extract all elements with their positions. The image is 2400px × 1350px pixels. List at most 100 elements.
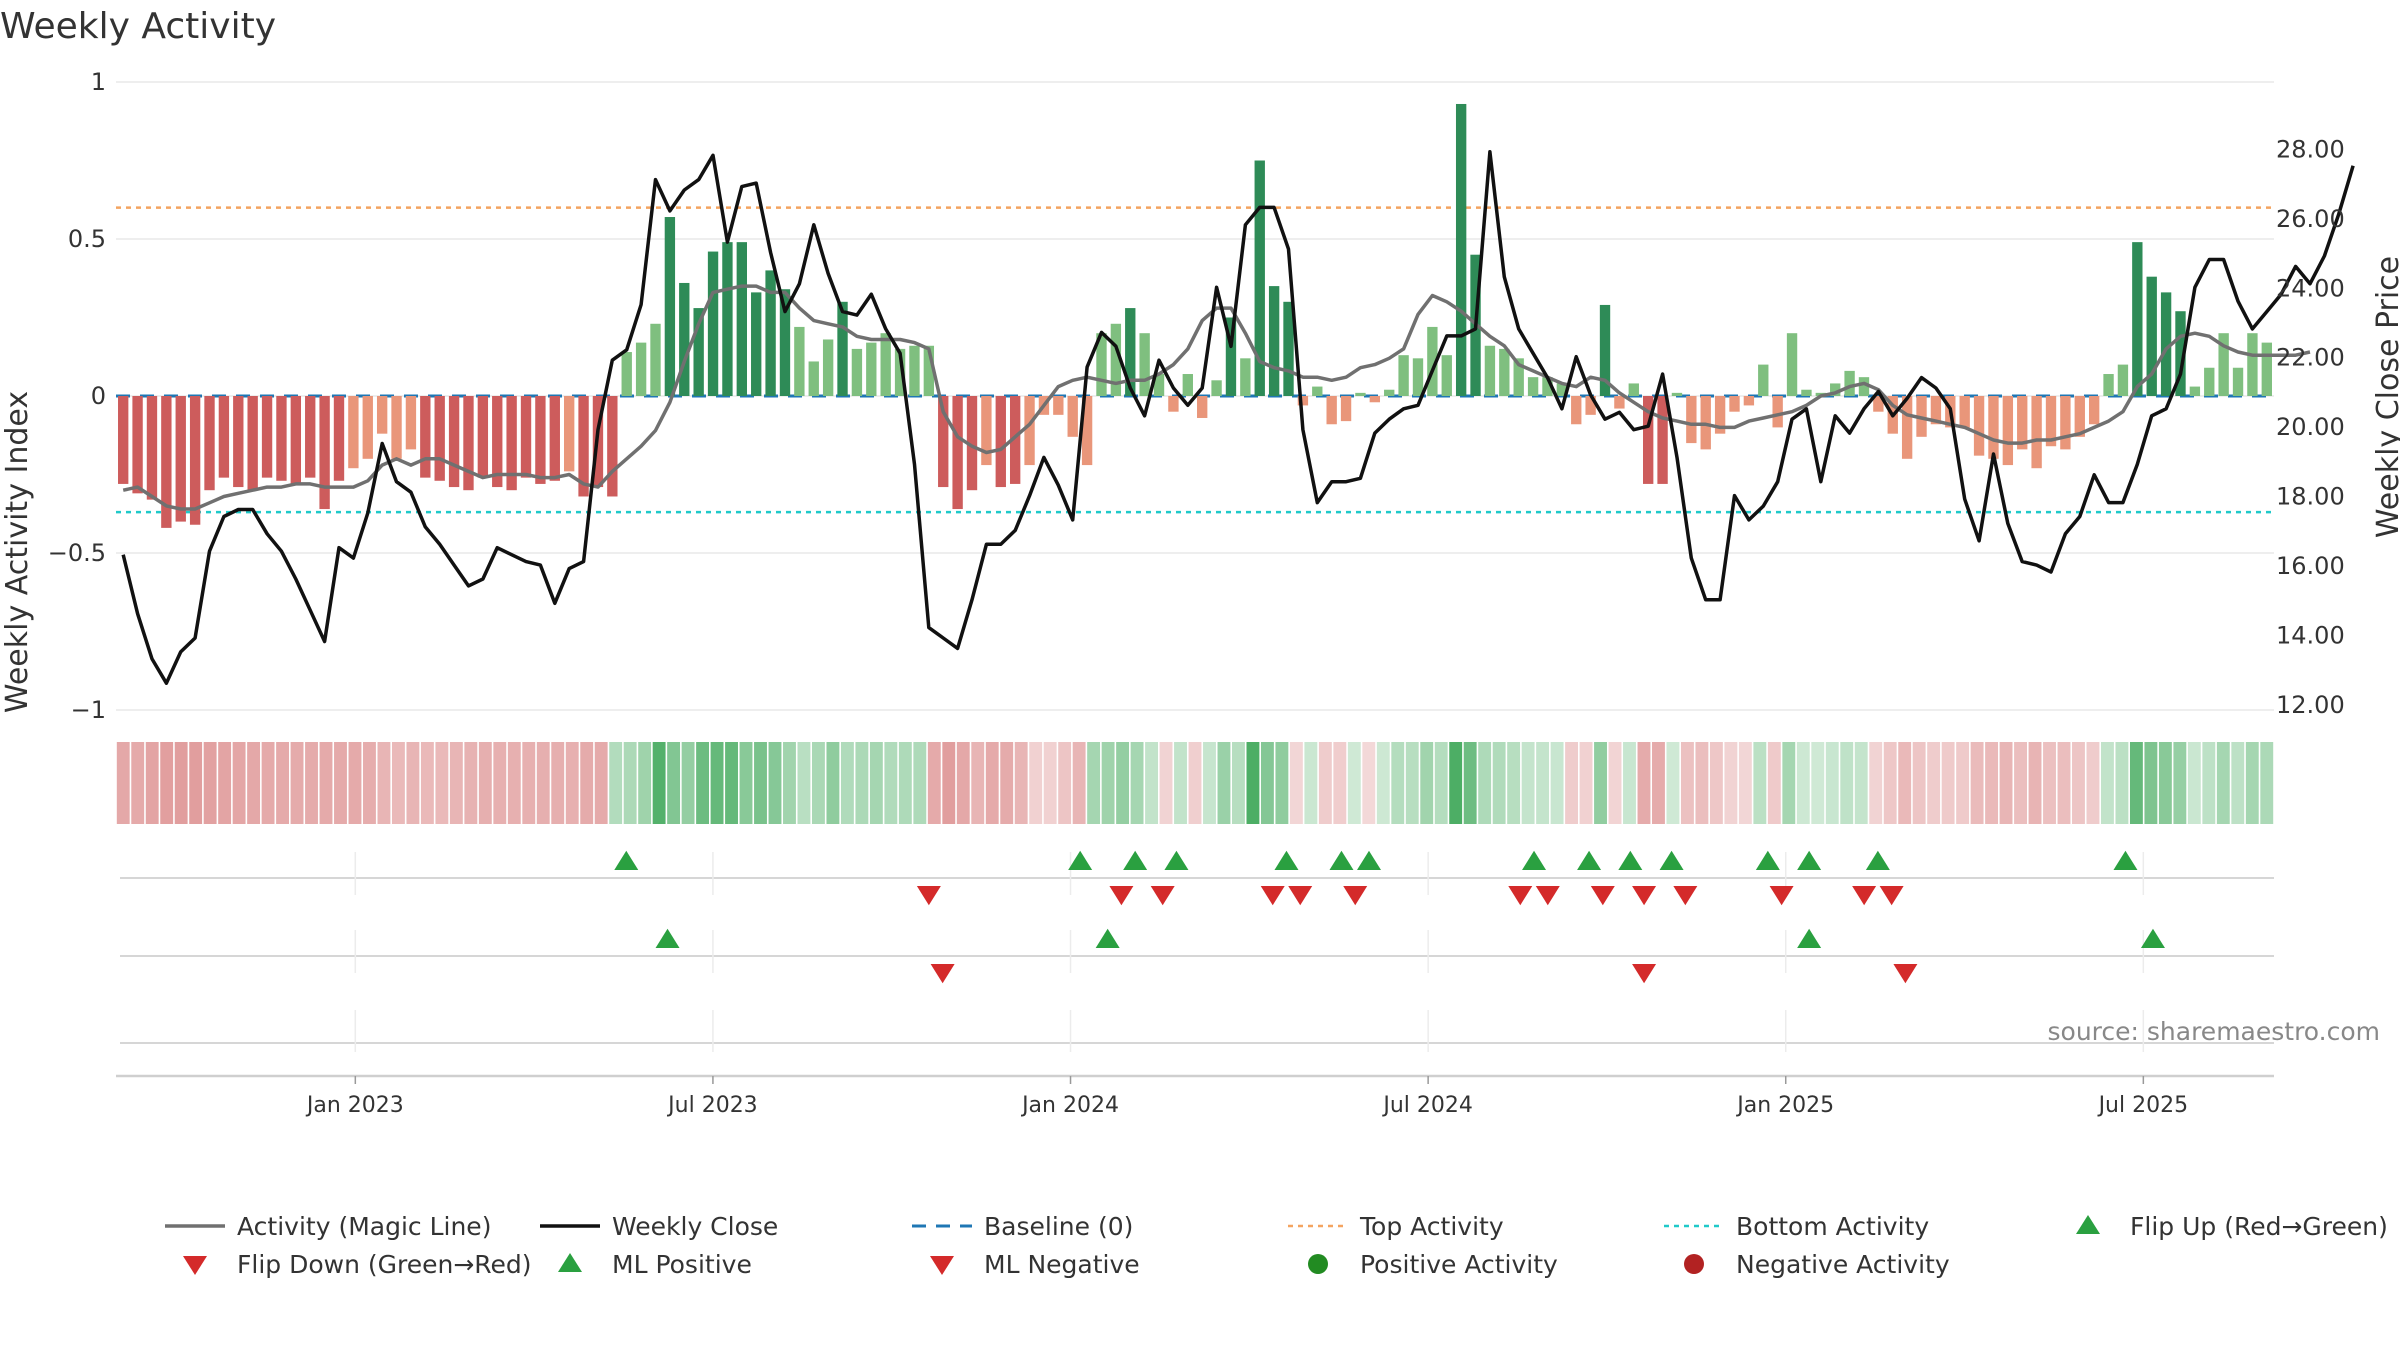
- activity-bar: [1830, 383, 1841, 396]
- flip-down-marker: [1769, 886, 1794, 906]
- activity-bar: [866, 342, 877, 396]
- activity-bar: [1614, 396, 1625, 409]
- right-tick-label: 22.00: [2276, 344, 2345, 372]
- heat-cell: [1289, 742, 1303, 824]
- activity-bar: [779, 289, 791, 396]
- activity-bar: [966, 396, 978, 491]
- flip-up-marker: [614, 850, 639, 870]
- activity-bar: [2189, 386, 2201, 396]
- activity-bar: [1340, 396, 1352, 422]
- activity-bar: [909, 345, 920, 396]
- activity-bar: [1901, 396, 1913, 459]
- right-tick-label: 16.00: [2276, 552, 2345, 580]
- activity-bar: [2045, 396, 2057, 447]
- left-axis-label: Weekly Activity Index: [0, 391, 35, 713]
- heat-cell: [1101, 742, 1115, 824]
- heat-cell: [1318, 742, 1332, 824]
- heat-cell: [2086, 742, 2100, 824]
- heat-cell: [797, 742, 811, 824]
- heat-cell: [985, 742, 999, 824]
- activity-bar: [2060, 396, 2071, 450]
- activity-bar: [578, 396, 589, 497]
- activity-bar: [2103, 374, 2114, 396]
- heat-cell: [522, 742, 536, 824]
- heat-cell: [1709, 742, 1723, 824]
- flip-up-marker: [1164, 850, 1189, 870]
- activity-bar: [1139, 333, 1150, 396]
- activity-bar: [650, 323, 661, 396]
- flip-down-marker: [1632, 886, 1657, 906]
- heat-cell: [160, 742, 174, 824]
- heat-cell: [1405, 742, 1419, 824]
- activity-bar: [233, 396, 244, 488]
- heat-cell: [667, 742, 681, 824]
- heat-cell: [869, 742, 883, 824]
- heat-cell: [2245, 742, 2259, 824]
- activity-bar: [2247, 333, 2258, 396]
- activity-bar: [938, 396, 949, 488]
- activity-bar: [808, 361, 819, 396]
- activity-bar: [319, 396, 330, 510]
- activity-bar: [1628, 383, 1639, 396]
- activity-bar: [333, 396, 345, 481]
- legend-item-ml_neg: ML Negative: [930, 1250, 1140, 1279]
- heat-cell: [609, 742, 623, 824]
- heat-cell: [232, 742, 246, 824]
- activity-bar: [1355, 392, 1366, 396]
- ml-positive-marker: [2140, 928, 2165, 948]
- right-axis-label: Weekly Close Price: [2371, 256, 2400, 538]
- flip-up-marker: [1123, 850, 1148, 870]
- flip-up-marker: [1274, 850, 1299, 870]
- heat-cell: [565, 742, 579, 824]
- activity-bars: [118, 103, 2272, 528]
- legend-label: ML Negative: [984, 1250, 1140, 1279]
- heat-cell: [840, 742, 854, 824]
- heat-cell: [638, 742, 652, 824]
- legend-item-top: Top Activity: [1288, 1212, 1504, 1241]
- activity-bar: [1873, 396, 1884, 412]
- heat-cell: [1116, 742, 1130, 824]
- activity-bar: [218, 396, 230, 478]
- activity-bar: [2261, 342, 2272, 396]
- heat-cell: [1869, 742, 1883, 824]
- activity-bar: [1125, 308, 1136, 396]
- legend-label: Negative Activity: [1736, 1250, 1950, 1279]
- heat-cell: [2216, 742, 2230, 824]
- activity-bar: [851, 348, 863, 396]
- heat-cell: [826, 742, 840, 824]
- heat-cell: [551, 742, 565, 824]
- flip-up-marker: [1329, 850, 1354, 870]
- flip-up-marker: [1659, 850, 1684, 870]
- legend-item-pos: Positive Activity: [1308, 1250, 1558, 1279]
- activity-bar: [880, 333, 891, 396]
- flip-up-marker: [2113, 850, 2138, 870]
- heat-cell: [1536, 742, 1550, 824]
- ml-positive-marker: [1797, 928, 1822, 948]
- activity-bar: [822, 339, 834, 396]
- heat-cell: [2028, 742, 2042, 824]
- activity-bar: [952, 396, 963, 510]
- legend-item-close: Weekly Close: [540, 1212, 778, 1241]
- flip-up-marker: [1755, 850, 1780, 870]
- legend-label: Bottom Activity: [1736, 1212, 1929, 1241]
- heat-cell: [1825, 742, 1839, 824]
- heat-cell: [2129, 742, 2143, 824]
- activity-bar: [448, 396, 460, 488]
- heat-cell: [145, 742, 159, 824]
- activity-bar: [794, 326, 805, 396]
- activity-bar: [1312, 386, 1323, 396]
- heat-cell: [261, 742, 275, 824]
- heat-cell: [754, 742, 767, 824]
- activity-bar: [981, 396, 992, 466]
- activity-bar: [1513, 358, 1524, 396]
- flip-up-marker: [1522, 850, 1547, 870]
- right-tick-label: 12.00: [2276, 691, 2345, 719]
- heat-cell: [493, 742, 507, 824]
- heat-cell: [1362, 742, 1376, 824]
- activity-bar: [1283, 301, 1294, 396]
- heat-cell: [1565, 742, 1579, 824]
- activity-bar: [2002, 396, 2014, 466]
- heat-cell: [1521, 742, 1535, 824]
- activity-bar: [118, 396, 129, 484]
